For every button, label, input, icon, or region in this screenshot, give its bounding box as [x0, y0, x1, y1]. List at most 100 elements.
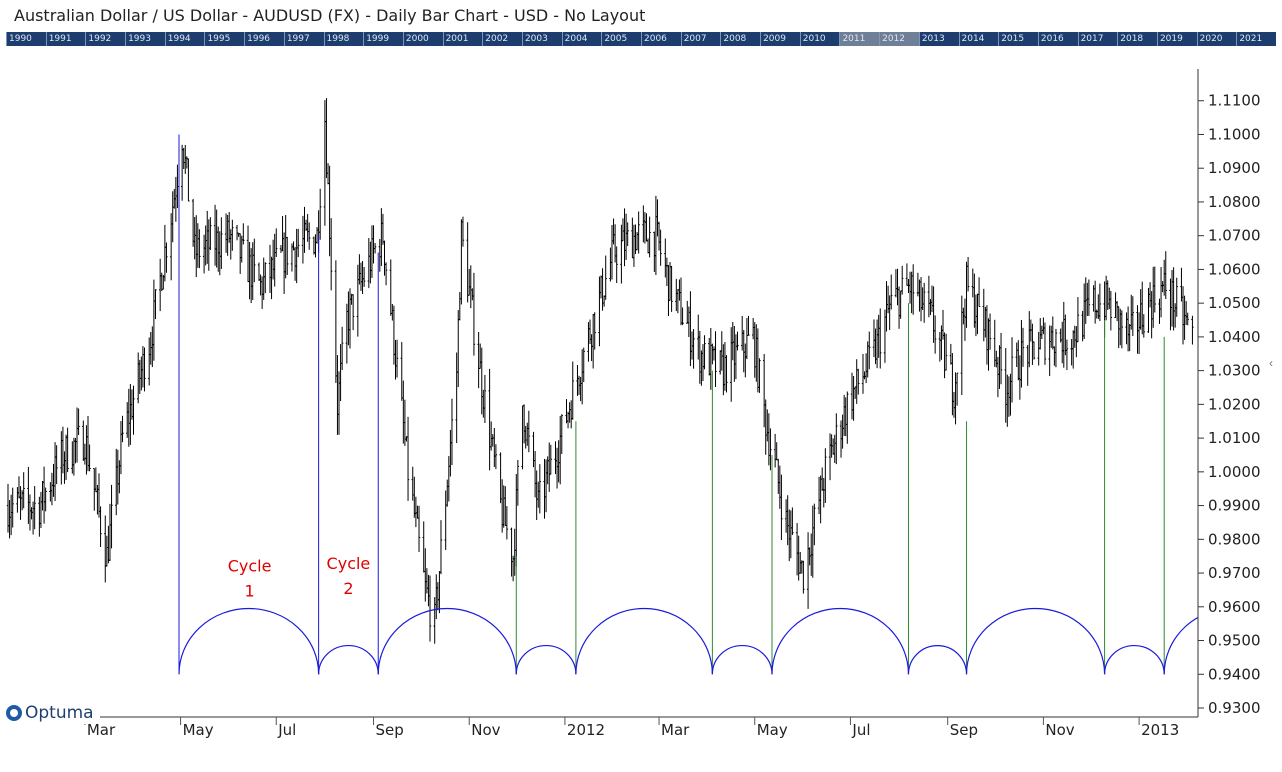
price-bar: [842, 394, 846, 436]
year-1992[interactable]: 1992: [85, 32, 125, 46]
price-bar: [766, 409, 769, 442]
collapse-panel-icon[interactable]: ‹: [1269, 356, 1273, 370]
price-bar: [571, 361, 574, 420]
price-bar: [841, 414, 844, 449]
year-2009[interactable]: 2009: [760, 32, 800, 46]
year-2015[interactable]: 2015: [998, 32, 1038, 46]
year-overview-strip[interactable]: 1990 1991 1992 1993 1994 1995 1996 1997 1998 1999…: [6, 32, 1276, 46]
year-2017[interactable]: 2017: [1077, 32, 1118, 46]
price-bar: [784, 499, 788, 533]
year-2008[interactable]: 2008: [720, 32, 760, 46]
price-bar: [466, 222, 469, 303]
price-bar: [351, 294, 355, 331]
price-bar: [613, 224, 617, 263]
cycle-arc[interactable]: [377, 607, 517, 675]
price-bar: [788, 509, 791, 562]
year-1995[interactable]: 1995: [204, 32, 244, 46]
year-1993[interactable]: 1993: [125, 32, 165, 46]
price-bar: [927, 275, 931, 318]
price-bar: [1018, 355, 1022, 400]
year-1998[interactable]: 1998: [323, 32, 364, 46]
price-bar: [868, 331, 871, 370]
price-bar: [1072, 330, 1075, 369]
x-tick-label: 2012: [567, 721, 605, 739]
price-bar: [532, 431, 535, 468]
cycle-arc[interactable]: [318, 645, 379, 675]
year-2019[interactable]: 2019: [1156, 32, 1197, 46]
year-2011[interactable]: 2011: [839, 32, 880, 46]
year-2003[interactable]: 2003: [521, 32, 562, 46]
price-bar: [121, 415, 124, 443]
price-bar: [819, 475, 822, 524]
year-2006[interactable]: 2006: [641, 32, 681, 46]
price-bar: [126, 402, 129, 438]
price-bar: [1131, 296, 1135, 337]
year-1997[interactable]: 1997: [283, 32, 324, 46]
cycle-arc[interactable]: [1163, 608, 1282, 675]
price-bar: [791, 507, 794, 536]
price-bar: [369, 241, 372, 284]
year-2013[interactable]: 2013: [918, 32, 959, 46]
logo-text: Optuma: [25, 703, 94, 723]
year-2000[interactable]: 2000: [402, 32, 443, 46]
price-bar: [996, 356, 1000, 398]
year-2021[interactable]: 2021: [1236, 32, 1276, 46]
price-bar: [1054, 328, 1058, 368]
price-bar: [615, 246, 618, 284]
year-1999[interactable]: 1999: [363, 32, 403, 46]
year-2012[interactable]: 2012: [879, 32, 919, 46]
year-2010[interactable]: 2010: [799, 32, 840, 46]
price-bar: [66, 427, 69, 473]
price-bar: [1130, 294, 1133, 330]
year-2004[interactable]: 2004: [561, 32, 602, 46]
price-bar: [789, 510, 793, 559]
price-bar: [775, 442, 778, 461]
cycle-arc[interactable]: [515, 645, 577, 675]
price-bar: [971, 268, 975, 298]
year-1991[interactable]: 1991: [45, 32, 86, 46]
year-2016[interactable]: 2016: [1037, 32, 1078, 46]
price-bar: [701, 344, 705, 382]
year-2014[interactable]: 2014: [958, 32, 999, 46]
price-bar: [176, 164, 179, 209]
year-2007[interactable]: 2007: [680, 32, 721, 46]
price-bar: [918, 279, 921, 312]
price-bar: [108, 503, 112, 562]
price-bar: [1006, 374, 1009, 427]
price-bar: [515, 473, 518, 567]
price-bar: [198, 229, 201, 269]
year-2018[interactable]: 2018: [1117, 32, 1157, 46]
cycle-arc[interactable]: [771, 607, 910, 675]
year-1994[interactable]: 1994: [164, 32, 205, 46]
price-bar: [896, 268, 899, 306]
year-1990[interactable]: 1990: [6, 32, 46, 46]
cycle-arc[interactable]: [965, 607, 1106, 675]
cycle-arc[interactable]: [575, 607, 713, 675]
price-bar: [919, 277, 923, 322]
price-bar: [588, 319, 592, 344]
year-2001[interactable]: 2001: [442, 32, 483, 46]
price-bar: [626, 222, 629, 247]
year-1996[interactable]: 1996: [244, 32, 284, 46]
year-2005[interactable]: 2005: [601, 32, 641, 46]
cycle-arc[interactable]: [907, 645, 968, 675]
price-bar: [140, 356, 143, 391]
year-2020[interactable]: 2020: [1196, 32, 1237, 46]
price-bar: [911, 264, 915, 315]
cycle-arc[interactable]: [1103, 645, 1165, 675]
price-bar: [973, 273, 976, 328]
price-bar: [777, 458, 780, 494]
x-tick-label: Mar: [661, 721, 690, 739]
cycle-arc[interactable]: [711, 645, 773, 675]
price-bar: [599, 275, 603, 299]
price-bar: [604, 255, 607, 300]
year-2002[interactable]: 2002: [482, 32, 522, 46]
y-tick-label: 1.0500: [1208, 294, 1261, 312]
price-bar: [1009, 373, 1012, 416]
price-bar: [811, 505, 814, 578]
price-bar: [806, 532, 810, 609]
price-bar: [138, 359, 141, 395]
price-bar: [165, 242, 168, 273]
cycle-arc[interactable]: [178, 607, 320, 675]
